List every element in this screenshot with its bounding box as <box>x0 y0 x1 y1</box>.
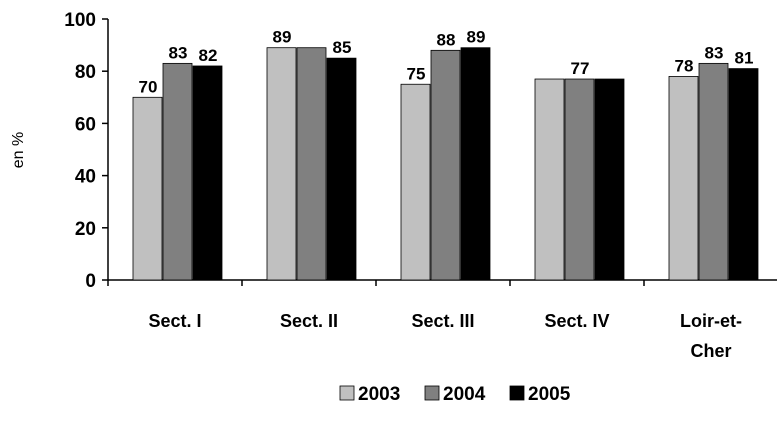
data-label: 88 <box>437 30 456 49</box>
x-category-label: Cher <box>690 341 731 361</box>
data-label: 82 <box>199 46 218 65</box>
legend-swatch-2005 <box>509 385 525 401</box>
x-category-label: Loir-et- <box>680 311 742 331</box>
data-label: 85 <box>333 38 352 57</box>
y-tick-label: 20 <box>75 219 96 240</box>
bar-2003 <box>132 96 163 281</box>
data-label: 75 <box>407 64 426 83</box>
data-label: 89 <box>273 28 292 47</box>
y-tick-label: 80 <box>75 62 96 83</box>
bar-2003 <box>266 47 297 281</box>
data-label: 83 <box>705 43 724 62</box>
y-tick-label: 40 <box>75 167 96 188</box>
data-label: 78 <box>675 56 694 75</box>
bar-2005 <box>192 65 223 281</box>
legend-label: 2004 <box>443 384 486 405</box>
data-label: 77 <box>571 59 590 78</box>
bar-2005 <box>594 78 625 281</box>
data-label: 83 <box>169 43 188 62</box>
legend-label: 2005 <box>528 384 571 405</box>
data-label: 89 <box>467 28 486 47</box>
bar-2004 <box>698 62 729 281</box>
x-category-label: Sect. I <box>148 311 201 331</box>
bar-2003 <box>534 78 565 281</box>
bar-2004 <box>296 47 327 281</box>
bar-2005 <box>326 57 357 281</box>
bar-2005 <box>460 47 491 281</box>
bar-2003 <box>668 76 699 281</box>
legend-swatch-2003 <box>339 385 355 401</box>
data-label: 81 <box>735 49 754 68</box>
y-tick-label: 100 <box>64 10 96 31</box>
y-tick-label: 60 <box>75 114 96 135</box>
bar-2004 <box>162 62 193 281</box>
data-label: 70 <box>139 77 158 96</box>
bar-2004 <box>430 49 461 281</box>
y-tick-label: 0 <box>85 271 96 292</box>
x-category-label: Sect. III <box>411 311 474 331</box>
bar-2004 <box>564 78 595 281</box>
bar-2003 <box>400 83 431 281</box>
legend-swatch-2004 <box>424 385 440 401</box>
y-axis-label: en % <box>10 132 27 168</box>
x-category-label: Sect. II <box>280 311 338 331</box>
bar-2005 <box>728 68 759 281</box>
legend-label: 2003 <box>358 384 400 405</box>
x-category-label: Sect. IV <box>544 311 609 331</box>
